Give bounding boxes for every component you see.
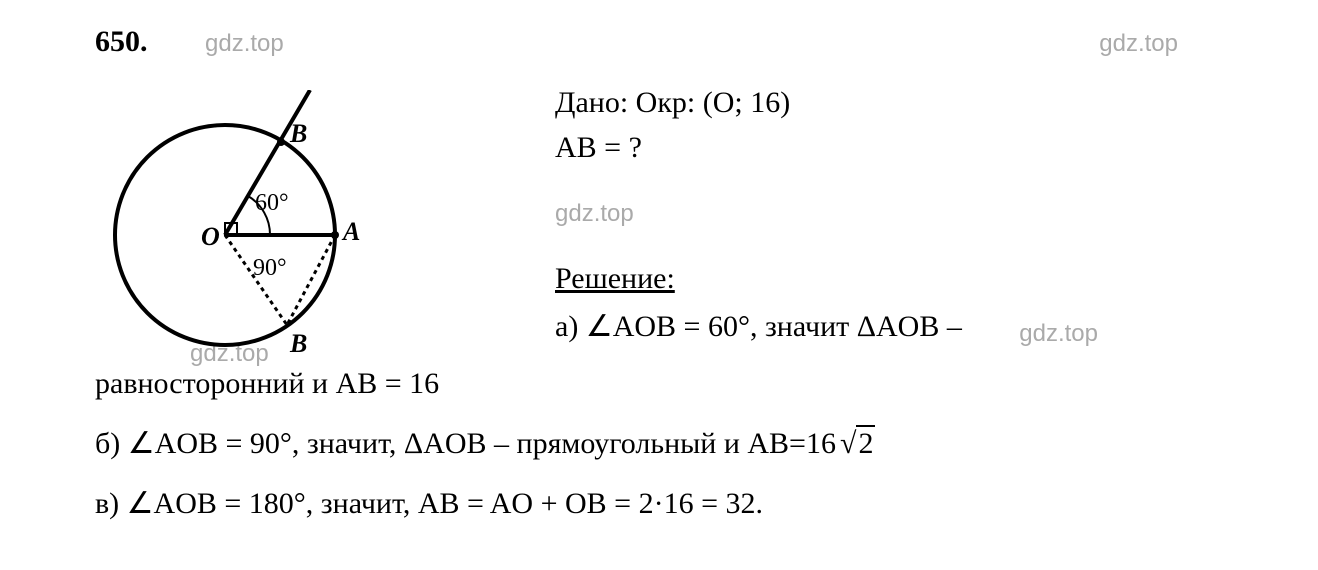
solution-part-a: а) ∠AOB = 60°, значит ΔAOB –: [555, 310, 962, 343]
given-section: Дано: Окр: (O; 16) AB = ?: [555, 80, 790, 170]
point-b-top-label: B: [289, 119, 307, 148]
angle-90: 90°: [253, 255, 287, 281]
watermark: gdz.top: [1099, 30, 1178, 58]
given-circle: Окр: (O; 16): [636, 86, 791, 119]
point-b-bottom-label: B: [289, 329, 307, 358]
solution-part-b: б) ∠AOB = 90°, значит, ΔAOB – прямоуголь…: [95, 420, 875, 468]
solution-part-c: в) ∠AOB = 180°, значит, AB = AO + OB = 2…: [95, 480, 763, 528]
given-question: AB = ?: [555, 131, 642, 164]
point-a-label: A: [341, 217, 360, 246]
given-title: Дано:: [555, 86, 628, 119]
circle-diagram: O A B B 60° 90°: [95, 90, 375, 350]
watermark: gdz.top: [1019, 320, 1098, 348]
solution-equilateral: равносторонний и AB = 16: [95, 360, 439, 408]
problem-number: 650.: [95, 25, 148, 59]
angle-60: 60°: [255, 190, 289, 216]
solution-section: Решение: а) ∠AOB = 60°, значит ΔAOB –: [555, 255, 962, 351]
watermark: gdz.top: [205, 30, 284, 58]
center-label: O: [201, 222, 220, 251]
solution-header: Решение:: [555, 262, 675, 295]
watermark: gdz.top: [555, 200, 634, 228]
